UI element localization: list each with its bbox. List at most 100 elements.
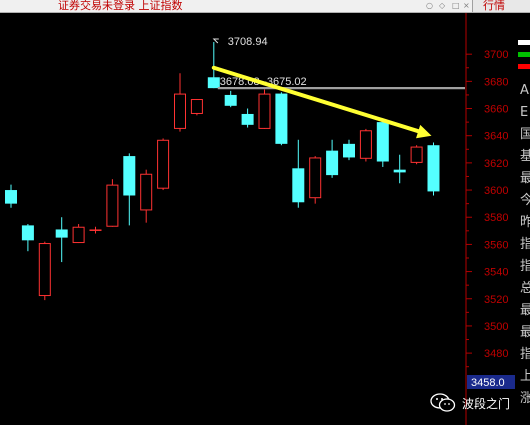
candle [241,108,254,128]
candle-body-up [140,173,153,211]
axis-tick-label: 3540 [484,267,508,279]
axis-tick-label: 3560 [484,239,508,251]
axis-tick-label: 3500 [484,321,508,333]
side-panel-glyph: 上 [520,369,530,384]
candle [359,128,372,162]
candle [72,224,85,244]
candlestick-chart[interactable]: 3708.943678.08--3675.02 3700 3680 3660 3640… [0,13,516,425]
quote-button-label: 行情 [483,0,505,12]
candle [207,42,220,89]
candle [38,241,51,301]
trend-arrow-head [416,124,432,139]
side-panel-glyph: 涨 [520,391,530,406]
restore-icon[interactable]: □ [452,1,460,10]
axis-tick-label: 3660 [484,104,508,116]
price-axis: 3700 3680 3660 3640 3620 3600 3580 3560 3540 3520… [466,49,515,389]
candle [224,90,237,108]
candle [123,153,136,226]
candle [410,145,423,165]
side-panel-glyph: 最 [520,171,530,186]
candle-body-down [123,156,136,196]
candle-body-up [174,93,186,129]
side-panel-bar [518,52,530,57]
candle [157,138,170,191]
candle [292,139,305,208]
axis-tick-label: 3680 [484,76,508,88]
candle-body-down [393,169,406,173]
candle [55,217,68,263]
candle [140,169,153,223]
axis-tick-label: 3480 [484,348,508,360]
side-panel-glyph: E [520,105,529,120]
candle-body-down [376,122,389,162]
side-panel-glyph: 总 [520,281,530,296]
candle-body-down [21,225,34,241]
candle [174,73,186,132]
candles-group [5,42,440,301]
side-panel-glyph: 今 [520,193,530,208]
candle-body-up [359,130,372,159]
candle [258,89,271,129]
wechat-icon [430,393,456,412]
candle-body-up [190,99,203,114]
side-panel-glyph: 昨 [520,215,530,230]
diamond-icon[interactable]: ◇ [439,1,446,10]
high-marker [212,38,219,44]
candle [427,142,440,196]
candle [376,120,389,167]
last-price-box [467,375,515,389]
axis-tick-label: 3520 [484,294,508,306]
circle-icon[interactable]: ○ [426,1,433,10]
side-panel-glyph: 最 [520,325,530,340]
candle-body-up [157,139,170,189]
side-panel-glyph: 国 [520,127,530,142]
candle [275,92,288,146]
chart-background [0,13,516,425]
quote-button[interactable]: 行情 [472,0,530,12]
axis-tick-label: 3620 [484,158,508,170]
candle-body-down [207,77,220,89]
candle-body-up [309,157,322,199]
candle-body-down [5,190,17,204]
title-bar: 证券交易未登录 上证指数 ○ ◇ □ × 行情 [0,0,530,13]
side-panel-bar [518,40,530,45]
candle-body-down [326,150,339,176]
candle-body-up [72,226,85,244]
side-panel-glyph: 指 [520,259,530,274]
candle [343,139,355,161]
side-panel-glyph: 指 [520,347,530,362]
candle-body-down [55,229,68,238]
candle [106,179,119,227]
candle-body-up [89,229,102,231]
close-icon[interactable]: × [463,1,470,10]
candle [393,154,406,184]
candle-body-down [292,168,305,203]
window-title: 证券交易未登录 上证指数 [58,0,183,12]
candle [326,139,339,178]
trend-arrow-line [211,65,424,135]
axis-tick-label: 3640 [484,131,508,143]
last-price-label: 3458.0 [471,377,505,389]
title-bar-icons: ○ ◇ □ × [426,0,472,12]
side-panel-glyph: 最 [520,303,530,318]
candle-body-down [275,93,288,144]
candle [89,226,102,234]
candle [21,224,34,252]
candle-body-down [427,145,440,192]
candle-body-down [343,143,355,158]
annotations-group: 3708.943678.08--3675.02 [211,36,465,139]
side-panel-glyph: A [520,83,529,98]
candle-body-down [224,94,237,106]
side-panel-glyph: 基 [520,149,530,164]
candle-body-up [38,243,51,297]
candle [5,184,17,208]
candle [309,156,322,204]
high-price-label: 3708.94 [228,36,268,48]
candle-body-down [241,113,254,125]
candle-body-up [106,184,119,227]
axis-tick-label: 3580 [484,212,508,224]
side-panel-glyph: 指 [520,237,530,252]
axis-tick-label: 3700 [484,49,508,61]
side-panel-bar [518,64,530,69]
